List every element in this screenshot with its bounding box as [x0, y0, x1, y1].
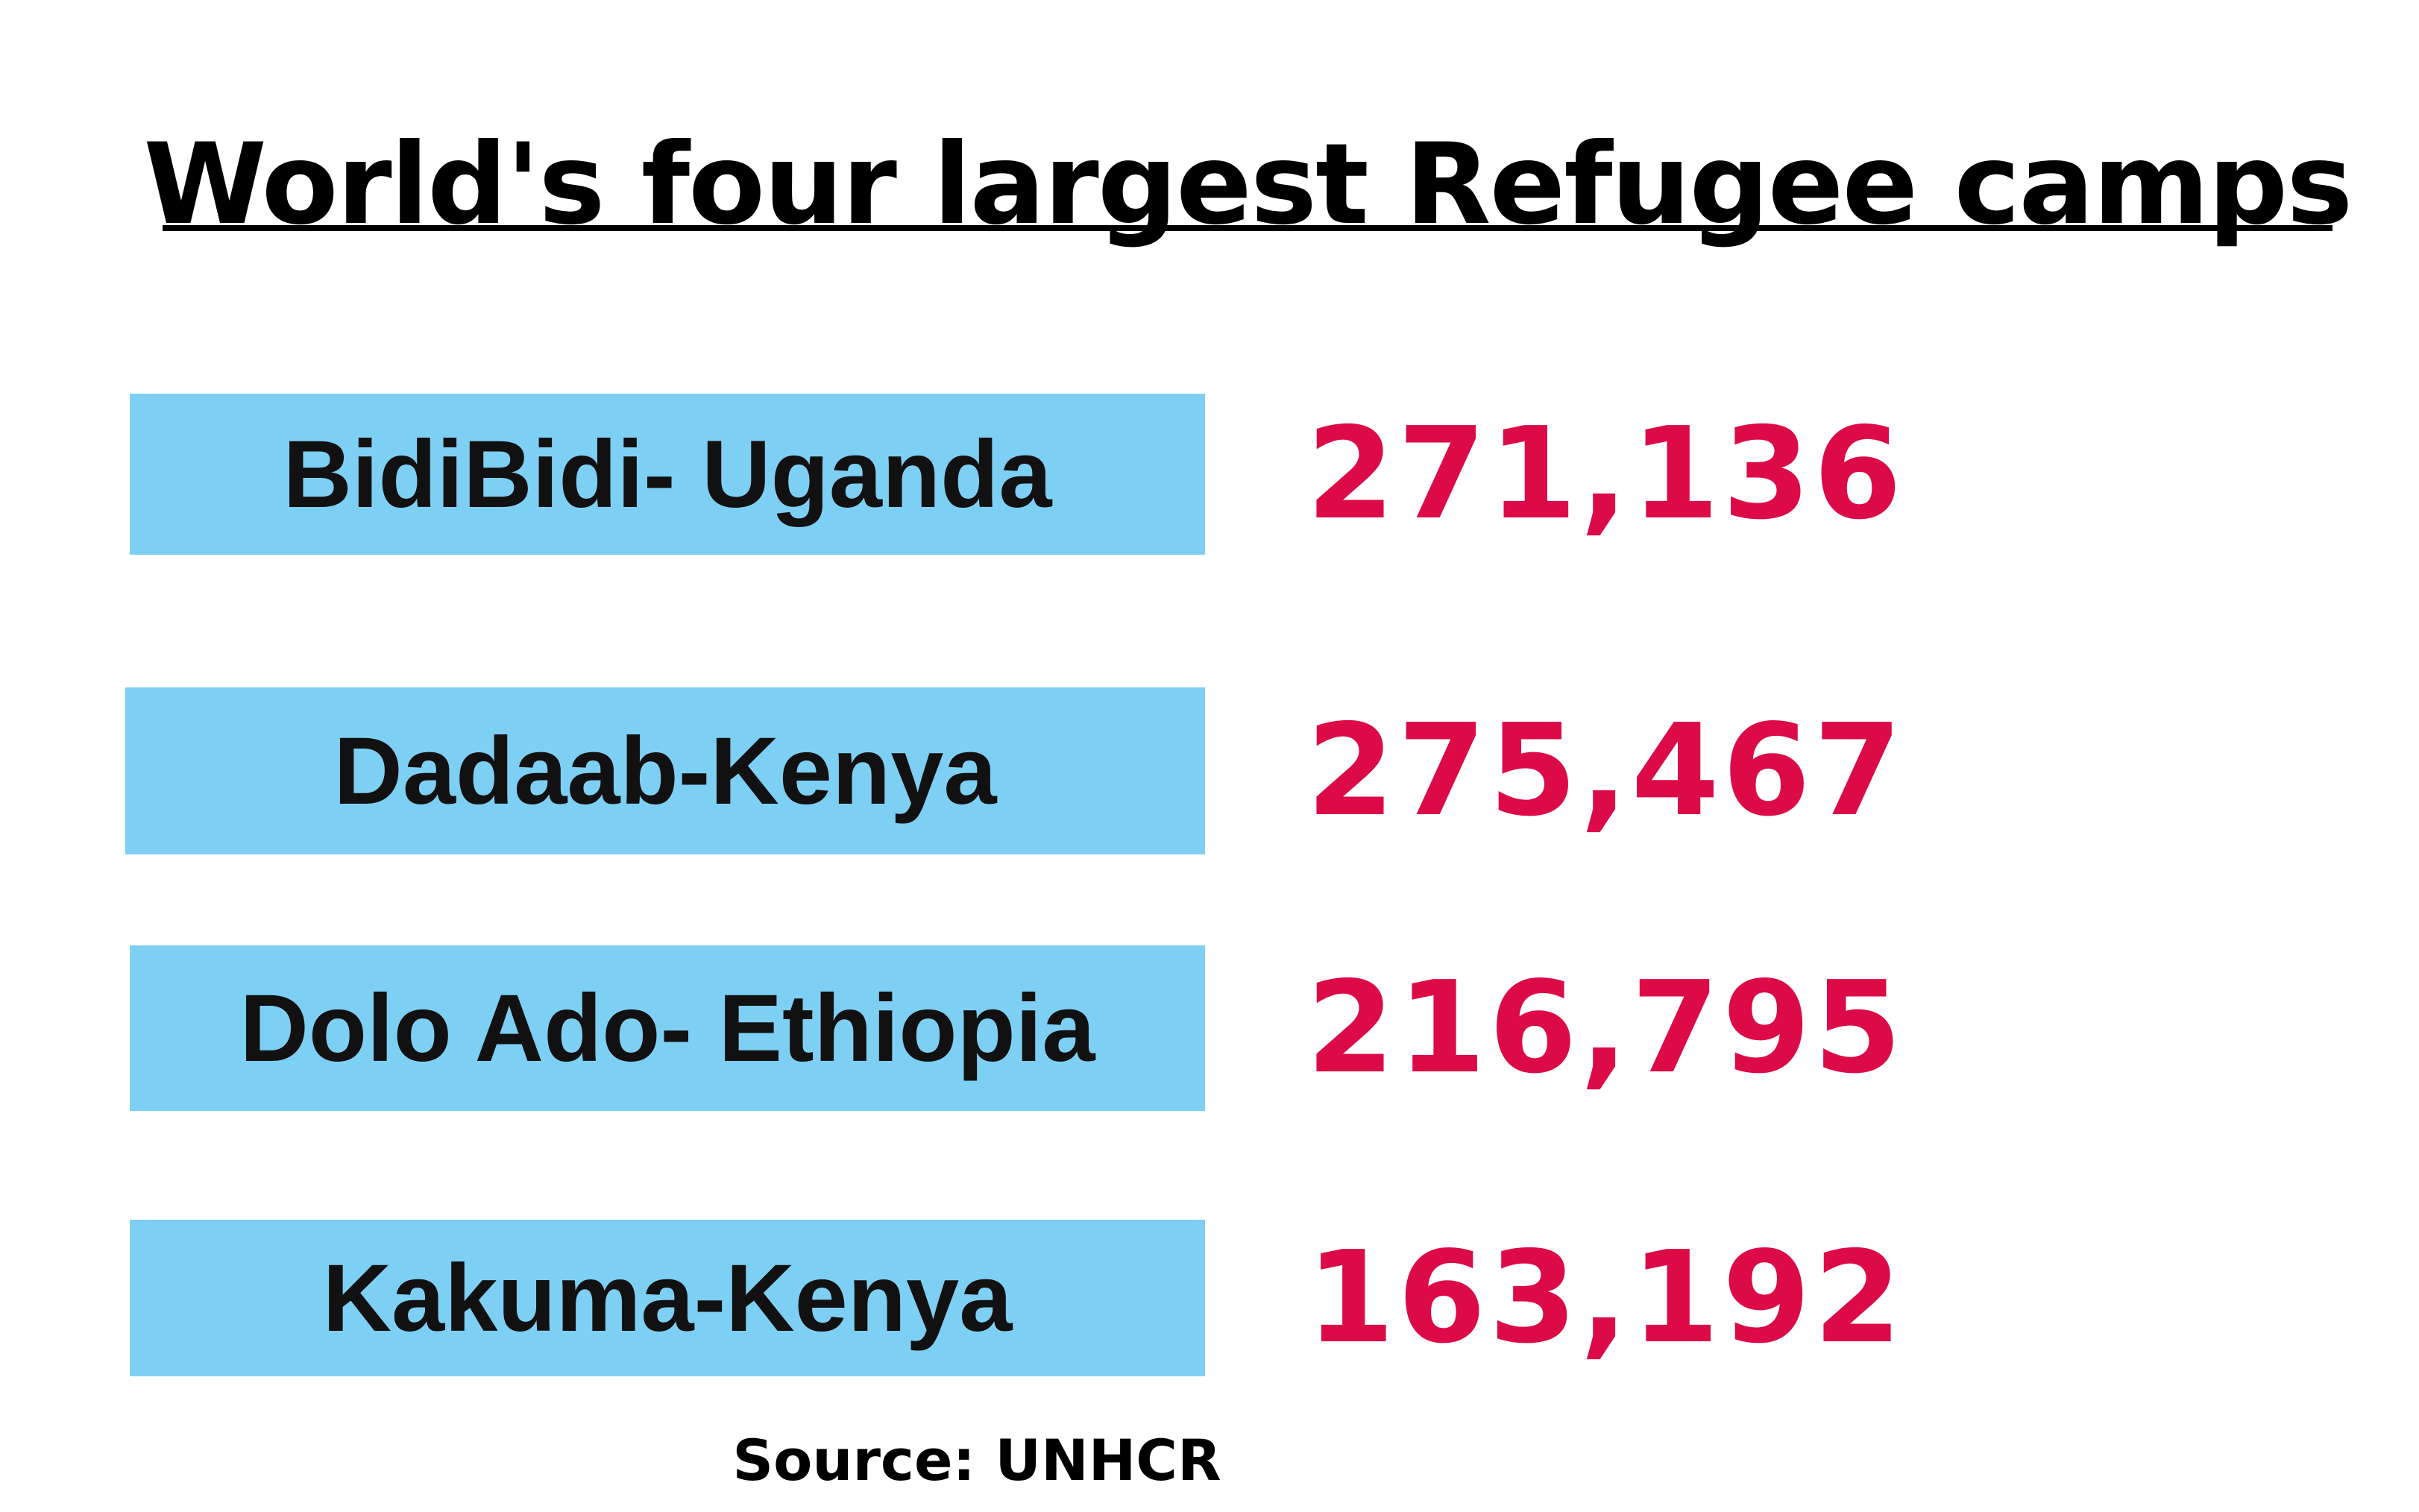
camp-value-1: 275,467 [1306, 697, 1905, 845]
title-underline [163, 225, 2333, 231]
source-note: Source: UNHCR [732, 1426, 1221, 1493]
chart-title: World's four largest Refugee camps [143, 120, 2353, 250]
camp-value-3: 163,192 [1306, 1224, 1905, 1372]
camp-value-2: 216,795 [1306, 954, 1905, 1102]
camp-value-0: 271,136 [1306, 400, 1905, 548]
camp-label-0: BidiBidi- Uganda [130, 394, 1205, 555]
camp-label-3: Kakuma-Kenya [130, 1220, 1205, 1376]
camp-label-1: Dadaab-Kenya [125, 687, 1205, 854]
camp-label-2: Dolo Ado- Ethiopia [130, 945, 1205, 1111]
